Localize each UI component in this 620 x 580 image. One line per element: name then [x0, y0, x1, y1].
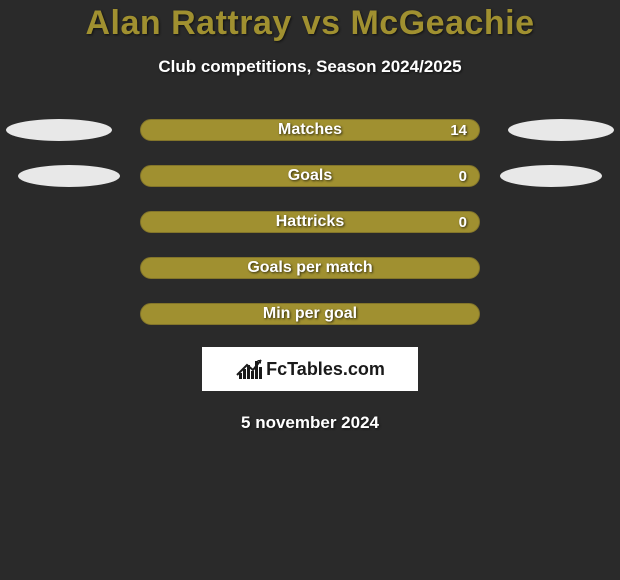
stat-label: Min per goal: [263, 305, 357, 323]
brand-icon-bar: [259, 367, 262, 379]
player-left-oval: [18, 165, 120, 187]
stat-bar: Matches 14: [140, 119, 480, 141]
stat-bar: Hattricks 0: [140, 211, 480, 233]
stat-value: 0: [459, 214, 467, 231]
stat-row: Min per goal: [0, 303, 620, 325]
brand-icon-bar: [239, 373, 242, 379]
stat-bar: Goals per match: [140, 257, 480, 279]
stats-rows: Matches 14 Goals 0 Hattricks 0 Goals per match…: [0, 119, 620, 325]
page-title: Alan Rattray vs McGeachie: [85, 4, 534, 43]
brand-icon-bar: [247, 365, 250, 379]
stat-label: Goals: [288, 167, 332, 185]
stat-row: Hattricks 0: [0, 211, 620, 233]
stat-bar: Min per goal: [140, 303, 480, 325]
brand-chart-icon: [239, 359, 262, 379]
brand-icon-bar: [243, 369, 246, 379]
stat-row: Matches 14: [0, 119, 620, 141]
brand-icon-bar: [251, 371, 254, 379]
stat-value: 0: [459, 168, 467, 185]
player-right-oval: [508, 119, 614, 141]
player-right-oval: [500, 165, 602, 187]
stat-value: 14: [450, 122, 467, 139]
comparison-widget: Alan Rattray vs McGeachie Club competiti…: [0, 0, 620, 433]
page-subtitle: Club competitions, Season 2024/2025: [158, 57, 461, 77]
brand-text: FcTables.com: [266, 359, 385, 380]
stat-label: Matches: [278, 121, 342, 139]
brand-icon-bar: [255, 361, 258, 379]
stat-label: Hattricks: [276, 213, 344, 231]
footer-date: 5 november 2024: [241, 413, 379, 433]
player-left-oval: [6, 119, 112, 141]
stat-bar: Goals 0: [140, 165, 480, 187]
brand-badge[interactable]: FcTables.com: [202, 347, 418, 391]
stat-row: Goals 0: [0, 165, 620, 187]
stat-row: Goals per match: [0, 257, 620, 279]
stat-label: Goals per match: [247, 259, 372, 277]
